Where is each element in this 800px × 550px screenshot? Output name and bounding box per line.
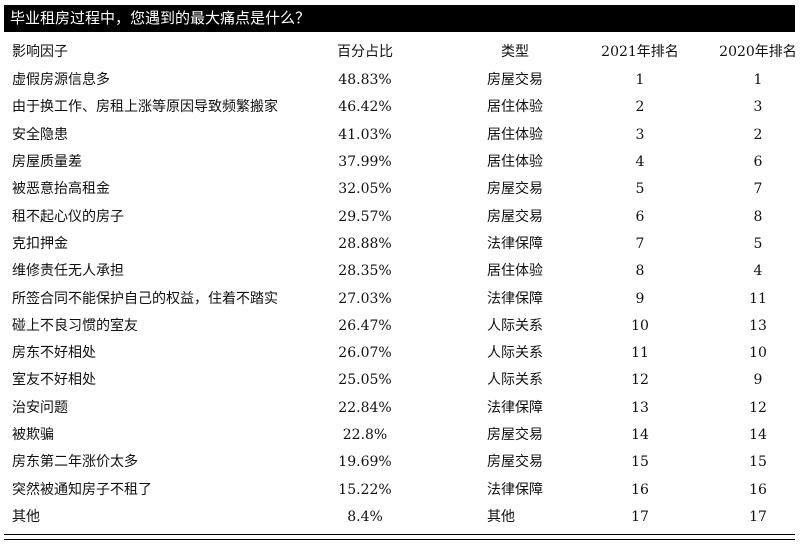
- percentage: 41.03%: [338, 126, 392, 143]
- title-bar: 毕业租房过程中，您遇到的最大痛点是什么？: [4, 5, 795, 32]
- category: 法律保障: [487, 399, 543, 416]
- category: 居住体验: [487, 126, 543, 143]
- rank-2020: 3: [753, 99, 763, 116]
- category: 居住体验: [487, 99, 543, 116]
- column-header: 类型: [501, 44, 529, 60]
- rank-2021: 12: [631, 372, 649, 389]
- percentage: 32.05%: [338, 181, 392, 198]
- category: 房屋交易: [487, 454, 543, 471]
- percentage: 15.22%: [338, 481, 392, 498]
- rank-2021: 7: [635, 235, 645, 252]
- rank-2020: 9: [753, 372, 763, 389]
- rank-2020: 11: [749, 290, 767, 307]
- rank-2021: 1: [635, 72, 645, 88]
- category: 人际关系: [487, 372, 543, 389]
- rank-2020: 10: [749, 345, 767, 362]
- category: 人际关系: [487, 345, 543, 362]
- rank-2021: 3: [635, 126, 645, 143]
- percentage: 29.57%: [338, 208, 392, 225]
- rank-2020: 13: [749, 317, 767, 334]
- percentage: 8.4%: [347, 509, 383, 525]
- rank-2020: 14: [749, 427, 767, 444]
- factor: 被恶意抬高租金: [12, 181, 110, 198]
- percentage: 48.83%: [338, 72, 392, 88]
- factor: 租不起心仪的房子: [12, 208, 124, 225]
- factor: 由于换工作、房租上涨等原因导致频繁搬家: [12, 99, 278, 116]
- rank-2021: 5: [635, 181, 645, 198]
- category: 法律保障: [487, 290, 543, 307]
- percentage: 22.84%: [338, 399, 392, 416]
- column-header: 百分占比: [337, 44, 393, 60]
- column-header: 2021年排名: [601, 44, 679, 60]
- category: 房屋交易: [487, 181, 543, 198]
- factor: 克扣押金: [12, 235, 68, 252]
- factor: 房屋质量差: [12, 153, 82, 170]
- rank-2021: 13: [631, 399, 649, 416]
- category: 其他: [487, 509, 515, 525]
- category: 法律保障: [487, 481, 543, 498]
- rank-2020: 2: [753, 126, 763, 143]
- rank-2021: 9: [635, 290, 645, 307]
- percentage: 28.35%: [338, 263, 392, 280]
- factor: 安全隐患: [12, 126, 68, 143]
- rank-2020: 15: [749, 454, 767, 471]
- category: 房屋交易: [487, 427, 543, 444]
- rank-2021: 14: [631, 427, 649, 444]
- rank-2021: 16: [631, 481, 649, 498]
- factor: 虚假房源信息多: [12, 72, 110, 88]
- factor: 房东不好相处: [12, 345, 96, 362]
- title: 毕业租房过程中，您遇到的最大痛点是什么？: [10, 9, 311, 27]
- category: 居住体验: [487, 153, 543, 170]
- rank-2021: 6: [635, 208, 645, 225]
- category: 人际关系: [487, 317, 543, 334]
- rank-2020: 6: [753, 153, 763, 170]
- factor: 房东第二年涨价太多: [12, 454, 138, 471]
- factor: 室友不好相处: [12, 372, 96, 389]
- category: 法律保障: [487, 235, 543, 252]
- factor: 被欺骗: [12, 427, 54, 444]
- rank-2021: 11: [631, 345, 649, 362]
- factor: 突然被通知房子不租了: [12, 481, 152, 498]
- rank-2021: 15: [631, 454, 649, 471]
- rank-2021: 2: [635, 99, 645, 116]
- rank-2020: 7: [753, 181, 763, 198]
- rank-2020: 17: [749, 509, 767, 525]
- rank-2020: 1: [753, 72, 763, 88]
- rank-2020: 8: [753, 208, 763, 225]
- factor: 治安问题: [12, 399, 68, 416]
- category: 居住体验: [487, 263, 543, 280]
- factor: 其他: [12, 509, 40, 525]
- rank-2020: 4: [753, 263, 763, 280]
- rank-2020: 12: [749, 399, 767, 416]
- percentage: 27.03%: [338, 290, 392, 307]
- rank-2021: 8: [635, 263, 645, 280]
- factor: 所签合同不能保护自己的权益，住着不踏实: [12, 290, 278, 307]
- percentage: 26.47%: [338, 317, 392, 334]
- column-header: 2020年排名: [719, 44, 797, 60]
- factor: 碰上不良习惯的室友: [12, 317, 138, 334]
- percentage: 19.69%: [338, 454, 392, 471]
- percentage: 28.88%: [338, 235, 392, 252]
- category: 房屋交易: [487, 72, 543, 88]
- percentage: 37.99%: [338, 153, 392, 170]
- factor: 维修责任无人承担: [12, 263, 124, 280]
- category: 房屋交易: [487, 208, 543, 225]
- bottom-rule: [4, 539, 795, 540]
- bottom-rule: [4, 534, 795, 535]
- column-header: 影响因子: [12, 44, 68, 60]
- rank-2020: 5: [753, 235, 763, 252]
- rank-2021: 17: [631, 509, 649, 525]
- rank-2021: 4: [635, 153, 645, 170]
- percentage: 25.05%: [338, 372, 392, 389]
- rank-2021: 10: [631, 317, 649, 334]
- percentage: 26.07%: [338, 345, 392, 362]
- percentage: 46.42%: [338, 99, 392, 116]
- percentage: 22.8%: [342, 427, 388, 444]
- rank-2020: 16: [749, 481, 767, 498]
